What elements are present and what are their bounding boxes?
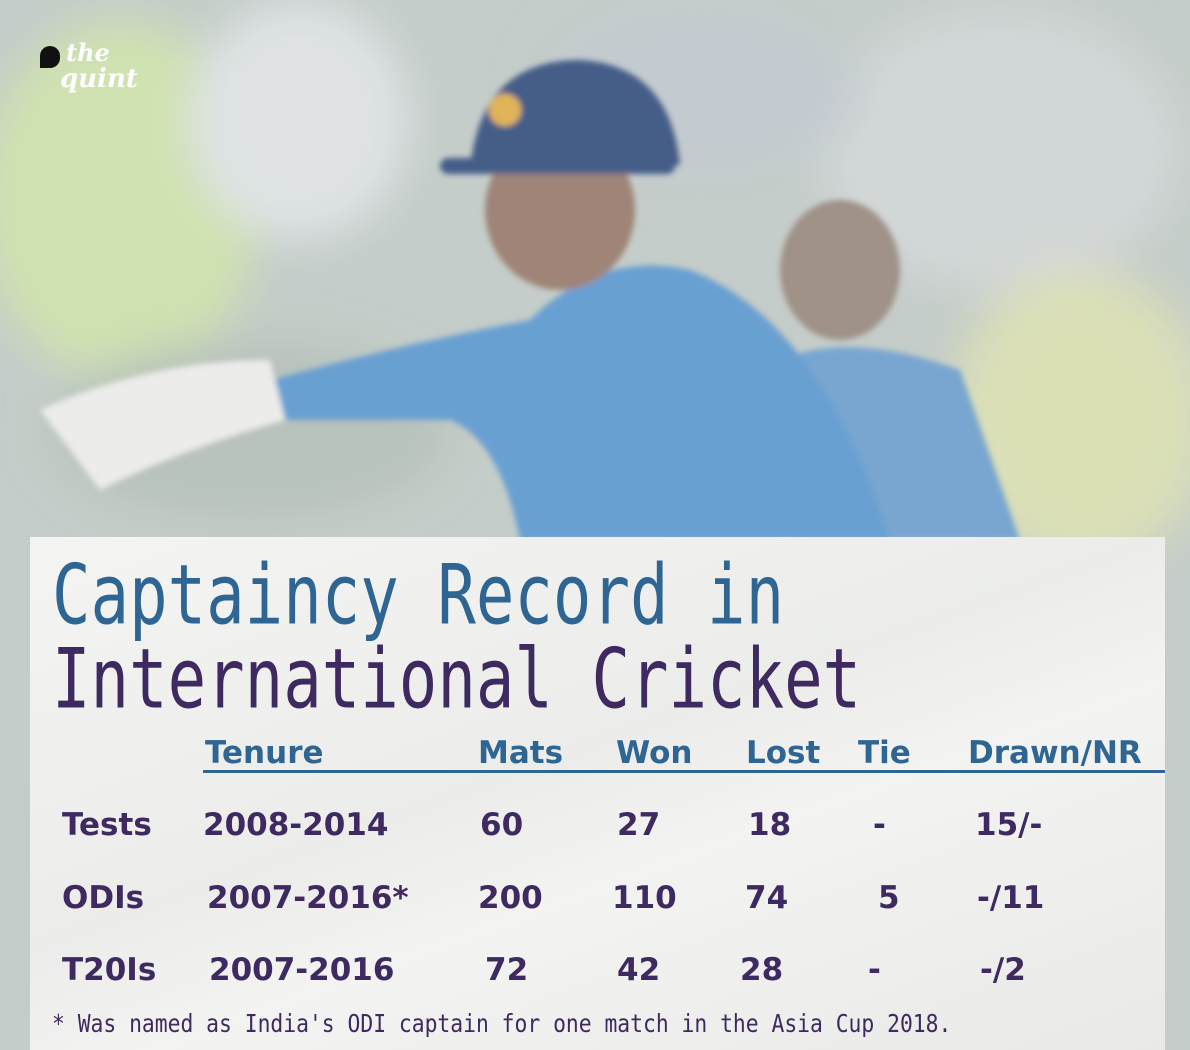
column-header: Won bbox=[616, 735, 693, 771]
table-cell: - bbox=[868, 952, 881, 988]
paper-panel bbox=[30, 537, 1165, 1050]
table-cell: 110 bbox=[612, 880, 677, 916]
table-cell: 18 bbox=[748, 807, 792, 843]
row-label: Tests bbox=[62, 807, 152, 843]
table-cell: 5 bbox=[878, 880, 900, 916]
row-label: T20Is bbox=[62, 952, 157, 988]
table-cell: 42 bbox=[617, 952, 661, 988]
footnote: * Was named as India's ODI captain for o… bbox=[52, 1010, 952, 1039]
column-header: Tenure bbox=[205, 735, 324, 771]
column-header: Tie bbox=[858, 735, 911, 771]
table-cell: -/2 bbox=[980, 952, 1026, 988]
table-cell: 200 bbox=[478, 880, 543, 916]
table-cell: 60 bbox=[480, 807, 524, 843]
logo: the quint bbox=[40, 40, 138, 92]
table-cell: 74 bbox=[745, 880, 789, 916]
table-cell: 2007-2016* bbox=[207, 880, 409, 916]
column-header: Mats bbox=[478, 735, 564, 771]
column-header: Drawn/NR bbox=[968, 735, 1142, 771]
header-rule bbox=[203, 770, 1165, 773]
logo-mark bbox=[40, 46, 60, 68]
logo-text: quint bbox=[60, 64, 138, 94]
logo-text: the bbox=[66, 38, 110, 67]
table-cell: - bbox=[873, 807, 886, 843]
table-cell: 27 bbox=[617, 807, 661, 843]
column-header: Lost bbox=[746, 735, 821, 771]
title: Captaincy Record in bbox=[52, 548, 785, 645]
row-label: ODIs bbox=[62, 880, 145, 916]
table-cell: 15/- bbox=[975, 807, 1043, 843]
table-cell: 72 bbox=[485, 952, 529, 988]
table-cell: 2007-2016 bbox=[209, 952, 395, 988]
table-cell: 28 bbox=[740, 952, 784, 988]
title: International Cricket bbox=[52, 632, 862, 729]
table-cell: -/11 bbox=[977, 880, 1045, 916]
table-cell: 2008-2014 bbox=[203, 807, 389, 843]
